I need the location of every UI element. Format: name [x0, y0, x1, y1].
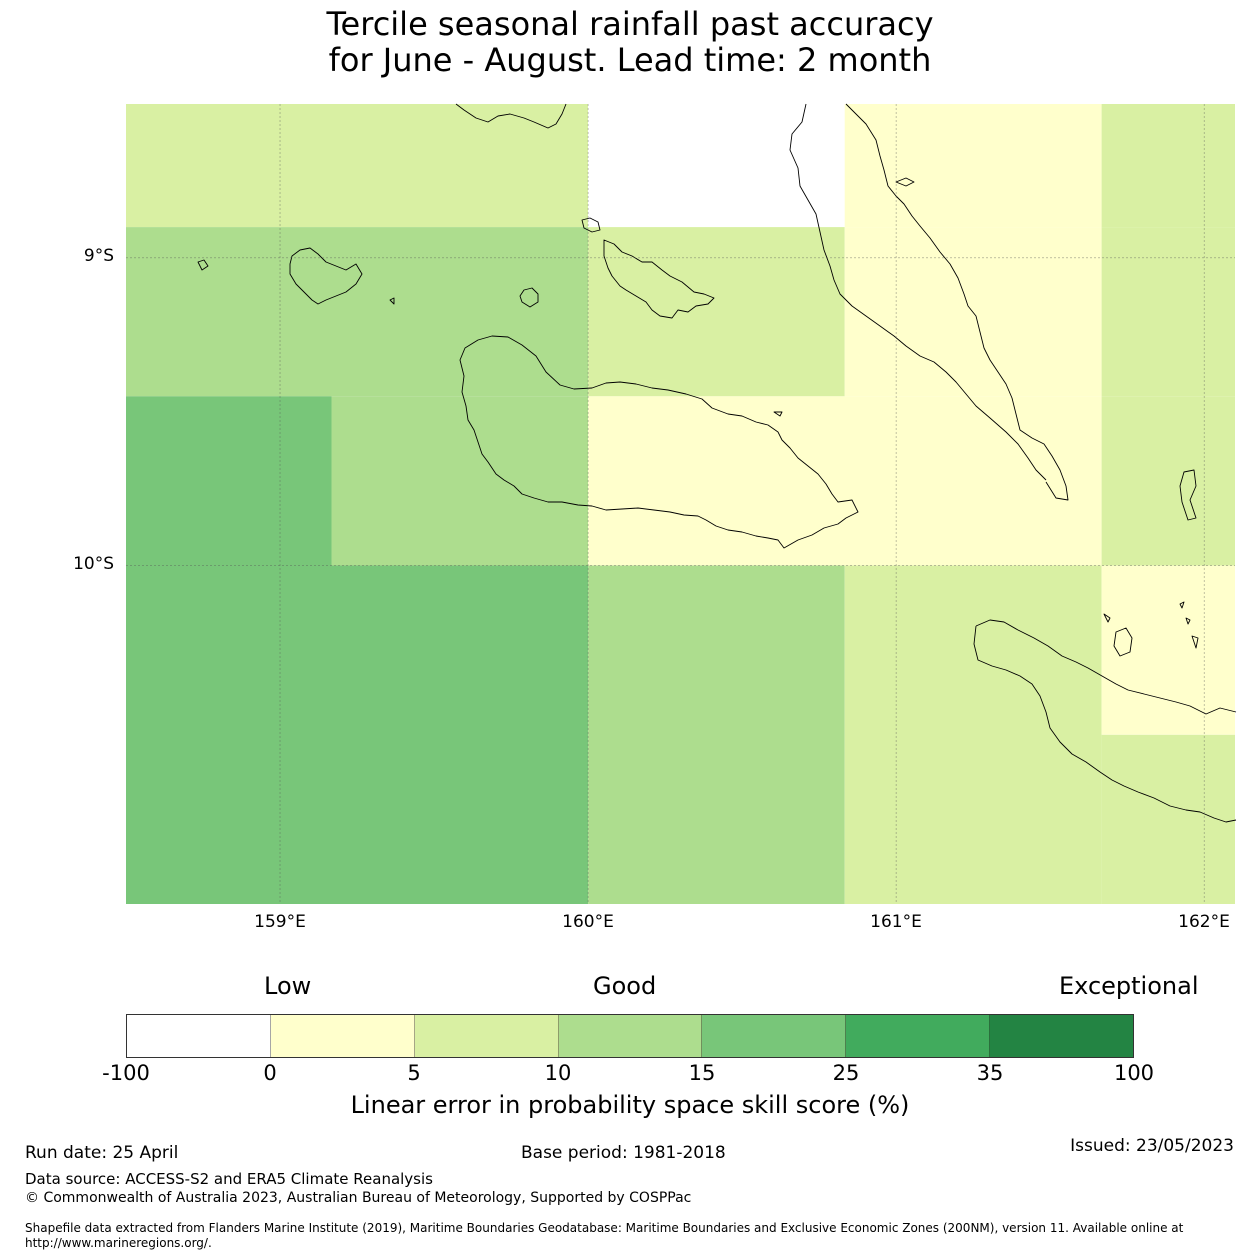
skill-cell [1101, 396, 1235, 566]
issued-date: Issued: 23/05/2023 [1070, 1136, 1234, 1156]
colorbar-segment [414, 1015, 559, 1057]
chart-title: Tercile seasonal rainfall past accuracy … [0, 6, 1260, 78]
lon-label-159e: 159°E [254, 912, 306, 932]
shapefile-credit-line-1: Shapefile data extracted from Flanders M… [25, 1221, 1184, 1235]
coastline-islet [197, 259, 209, 271]
colorbar [126, 1014, 1134, 1058]
skill-cell [588, 227, 845, 397]
colorbar-segment [127, 1015, 271, 1057]
coastline-ugi [1113, 627, 1133, 657]
coastline-savo [519, 287, 539, 308]
skill-cell [331, 396, 589, 566]
category-exceptional: Exceptional [1059, 972, 1199, 1000]
title-line-1: Tercile seasonal rainfall past accuracy [326, 5, 934, 43]
coastline-north-island [455, 103, 567, 129]
colorbar-segment [270, 1015, 415, 1057]
coastline-santa-isabel [845, 103, 1069, 501]
colorbar-tick: 35 [976, 1061, 1004, 1085]
colorbar-label: Linear error in probability space skill … [350, 1091, 910, 1119]
coastline-russell-islands [289, 247, 363, 305]
lon-label-161e: 161°E [870, 912, 922, 932]
lon-label-160e: 160°E [562, 912, 614, 932]
coastline-florida-islands [603, 239, 715, 319]
graticule [126, 104, 1235, 904]
data-source: Data source: ACCESS-S2 and ERA5 Climate … [25, 1170, 433, 1188]
colorbar-tick: 100 [1113, 1061, 1155, 1085]
skill-cell [1101, 734, 1235, 904]
coastline-malaita [1179, 469, 1197, 521]
colorbar-segment [558, 1015, 703, 1057]
skill-cell [126, 104, 589, 228]
colorbar-tick: -100 [102, 1061, 150, 1085]
coastline-makira [973, 625, 1237, 823]
colorbar-tick: 15 [688, 1061, 716, 1085]
colorbar-segment [990, 1015, 1134, 1057]
coastline-santa-isabel [789, 103, 1047, 481]
coastline-guadalcanal [459, 335, 859, 549]
lon-label-162e: 162°E [1178, 912, 1230, 932]
skill-cell [126, 396, 332, 566]
skill-cell [588, 396, 1102, 566]
coastline-makira [975, 619, 1237, 715]
coastline-islet [1191, 635, 1199, 649]
skill-map [126, 103, 1237, 904]
category-low: Low [264, 972, 312, 1000]
skill-cell [588, 565, 845, 904]
skill-cell [126, 565, 589, 904]
colorbar-segment [846, 1015, 991, 1057]
category-good: Good [593, 972, 657, 1000]
skill-cell [1101, 227, 1235, 397]
coastline-islet [773, 411, 783, 417]
run-date: Run date: 25 April [25, 1143, 179, 1163]
skill-cell [588, 104, 845, 228]
skill-cell [844, 227, 1102, 397]
colorbar-tick: 10 [544, 1061, 572, 1085]
colorbar-tick: 25 [832, 1061, 860, 1085]
coastline-islet [895, 177, 915, 187]
shapefile-credit: Shapefile data extracted from Flanders M… [25, 1221, 1240, 1251]
coastline-islet [1179, 601, 1185, 609]
copyright: © Commonwealth of Australia 2023, Austra… [25, 1190, 692, 1206]
skill-cell [1101, 104, 1235, 228]
colorbar-segment [702, 1015, 847, 1057]
skill-cell [126, 227, 589, 397]
skill-cells [126, 104, 1235, 904]
coastline-islet [389, 297, 395, 305]
skill-cell [1101, 565, 1235, 735]
lat-label-9s: 9°S [83, 246, 114, 266]
base-period: Base period: 1981-2018 [521, 1143, 726, 1163]
colorbar-tick: 0 [263, 1061, 277, 1085]
lat-label-10s: 10°S [73, 554, 114, 574]
title-line-2: for June - August. Lead time: 2 month [328, 41, 932, 79]
shapefile-credit-line-2: http://www.marineregions.org/. [25, 1236, 212, 1250]
coastline-small-island [581, 217, 601, 233]
coastlines [197, 103, 1237, 823]
coastline-islet [1103, 613, 1111, 623]
colorbar-tick: 5 [407, 1061, 421, 1085]
skill-cell [844, 565, 1102, 904]
coastline-islet [1185, 617, 1191, 625]
skill-cell [844, 104, 1102, 228]
